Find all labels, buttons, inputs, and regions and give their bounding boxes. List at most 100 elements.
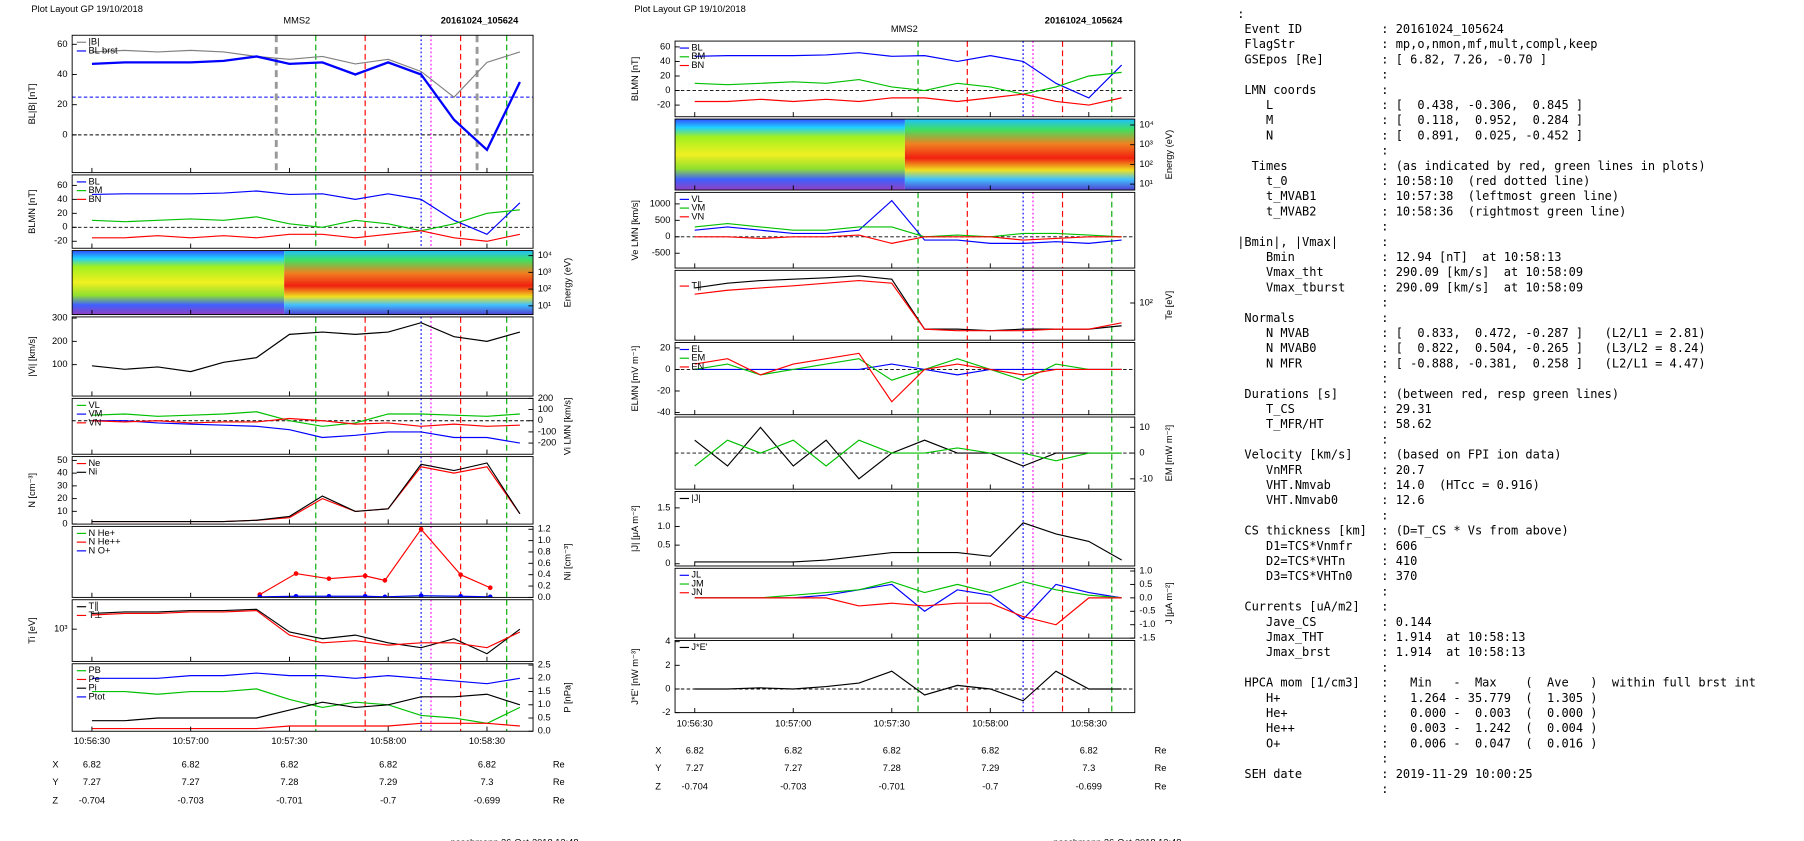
ephemeris-unit: Re (553, 796, 565, 806)
y-tick-label: 100 (52, 359, 68, 369)
listing-line: VnMFR : 20.7 (1237, 463, 1424, 477)
listing-line: D1=TCS*Vnmfr : 606 (1237, 539, 1417, 553)
data-line (694, 581, 1122, 599)
panel-frame (674, 118, 1136, 191)
y-tick-label: 0 (665, 558, 670, 568)
x-tick-label: 10:57:00 (173, 736, 209, 746)
ephemeris-value: 6.82 (280, 759, 298, 769)
y-axis-label: N [cm⁻³] (27, 473, 37, 508)
y-tick-label: 10³ (54, 624, 67, 634)
data-point (362, 593, 368, 598)
y-axis-label: BLMN [nT] (630, 57, 640, 101)
y-tick-label: 10¹ (1139, 179, 1152, 189)
y-tick-label: -100 (538, 426, 557, 436)
legend-label: EN (691, 361, 704, 371)
data-line (91, 693, 521, 722)
data-line (91, 190, 521, 235)
y-tick-label: 0 (62, 519, 67, 529)
y-tick-label: 60 (57, 39, 67, 49)
data-line (694, 275, 1122, 332)
panel-frame (71, 663, 534, 732)
data-line (694, 597, 1122, 626)
listing-line: : (1237, 7, 1244, 21)
panel (675, 41, 1135, 117)
spectrogram (675, 119, 905, 191)
data-point (326, 576, 332, 581)
plot-header: Plot Layout GP 19/10/2018 (31, 4, 142, 14)
y-tick-label: 20 (57, 99, 67, 109)
y-tick-label: 1.0 (1139, 565, 1152, 575)
ephemeris-label: Y (655, 763, 661, 773)
ephemeris-label: Z (655, 782, 661, 792)
y-tick-label: 20 (57, 208, 67, 218)
panel-frame (71, 599, 534, 662)
panel-frame (71, 397, 534, 455)
data-point (418, 593, 424, 598)
data-line (694, 222, 1122, 238)
panel (72, 398, 534, 455)
ephemeris-value: 7.29 (981, 763, 999, 773)
x-tick-label: 10:57:30 (874, 719, 910, 729)
y-tick-label: 0 (1139, 448, 1144, 458)
panel (91, 316, 521, 397)
data-line (694, 280, 1122, 332)
data-point (458, 572, 463, 578)
legend-label: JL (691, 570, 701, 580)
y-tick-label: -1.5 (1139, 633, 1155, 643)
ephemeris-value: 7.28 (280, 777, 298, 787)
data-line (694, 363, 1122, 376)
data-point (458, 593, 463, 598)
y-axis-label: Energy (eV) (1164, 130, 1174, 180)
spectrogram (284, 250, 534, 315)
listing-line: Velocity [km/s] : (based on FPI ion data… (1237, 448, 1561, 462)
y-tick-label: 1.5 (538, 686, 551, 696)
y-axis-label: P [nPa] (562, 682, 572, 712)
ephemeris-value: -0.701 (879, 782, 905, 792)
x-tick-label: 10:57:30 (271, 736, 307, 746)
legend-label: VM (88, 409, 102, 419)
y-tick-label: 500 (655, 215, 671, 225)
y-tick-label: 0 (665, 683, 670, 693)
y-tick-label: 1.5 (657, 502, 670, 512)
panel (675, 192, 1135, 269)
ephemeris-value: 7.3 (1082, 763, 1095, 773)
y-tick-label: 0.5 (538, 712, 551, 722)
y-tick-label: 0.5 (657, 540, 670, 550)
listing-line: : (1237, 220, 1388, 234)
y-tick-label: 10⁴ (538, 250, 552, 260)
y-tick-label: 0.0 (538, 592, 551, 602)
listing-line: : (1237, 432, 1388, 446)
ephemeris-value: -0.699 (1076, 782, 1102, 792)
y-tick-label: 0 (538, 415, 543, 425)
legend-label: PB (88, 665, 100, 675)
panel (694, 568, 1122, 639)
listing-line: |Bmin|, |Vmax| : (1237, 235, 1388, 249)
listing-line: L : [ 0.438, -0.306, 0.845 ] (1237, 98, 1583, 112)
data-line (259, 595, 491, 598)
y-tick-label: 20 (57, 493, 67, 503)
y-tick-label: 10² (1139, 159, 1152, 169)
legend-label: N He+ (88, 528, 115, 538)
x-tick-label: 10:56:30 (677, 719, 713, 729)
y-tick-label: 30 (57, 480, 67, 490)
ephemeris-value: -0.7 (380, 796, 396, 806)
panel-frame (674, 640, 1136, 714)
legend-label: N He++ (88, 537, 120, 547)
data-line (91, 49, 521, 98)
listing-line: : (1237, 508, 1388, 522)
panel-frame (674, 491, 1136, 567)
listing-line: Times : (as indicated by red, green line… (1237, 159, 1705, 173)
legend-label: VL (88, 400, 99, 410)
y-axis-label: BL|B| [nT] (27, 83, 37, 124)
listing-line: T_MFR/HT : 58.62 (1237, 417, 1432, 431)
panel-frame (674, 567, 1136, 639)
y-tick-label: 200 (538, 393, 554, 403)
data-line (694, 352, 1122, 403)
y-tick-label: 0.8 (538, 546, 551, 556)
data-line (91, 722, 520, 730)
ephemeris-value: 7.27 (182, 777, 200, 787)
y-tick-label: 10⁴ (1139, 119, 1153, 129)
data-line (694, 670, 1122, 702)
listing-line: Jmax_brst : 1.914 at 10:58:13 (1237, 645, 1525, 659)
panel (72, 35, 534, 173)
